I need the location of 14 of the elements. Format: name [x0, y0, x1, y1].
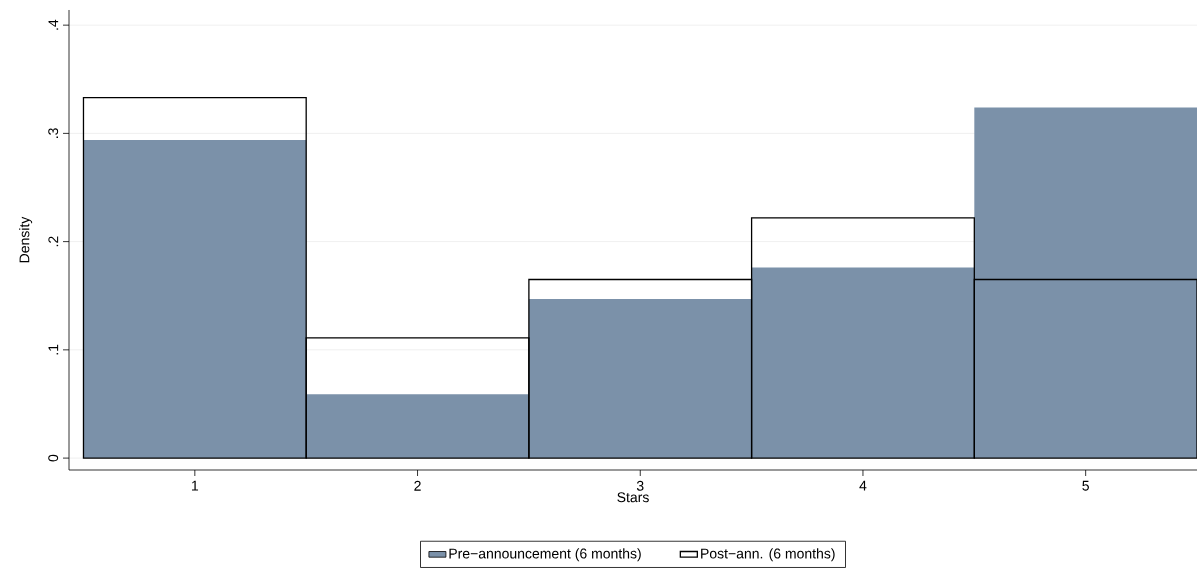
x-tick-label: 4: [859, 480, 867, 491]
legend-label: Post−ann. (6 months): [701, 548, 835, 562]
x-tick-label: 3: [636, 480, 644, 491]
legend-label: Pre−announcement (6 months): [449, 548, 641, 562]
y-tick-label: .1: [48, 344, 59, 355]
y-tick-label: .3: [48, 128, 59, 138]
x-tick-label: 1: [192, 480, 199, 491]
x-tick-label: 5: [1082, 480, 1089, 491]
y-tick-label: .2: [48, 236, 59, 247]
y-tick-label: .4: [48, 19, 59, 30]
y-axis-title: Density: [19, 216, 33, 263]
x-tick-label: 2: [414, 480, 421, 491]
x-axis-title: Stars: [617, 492, 649, 503]
y-tick-label: 0: [48, 454, 59, 462]
